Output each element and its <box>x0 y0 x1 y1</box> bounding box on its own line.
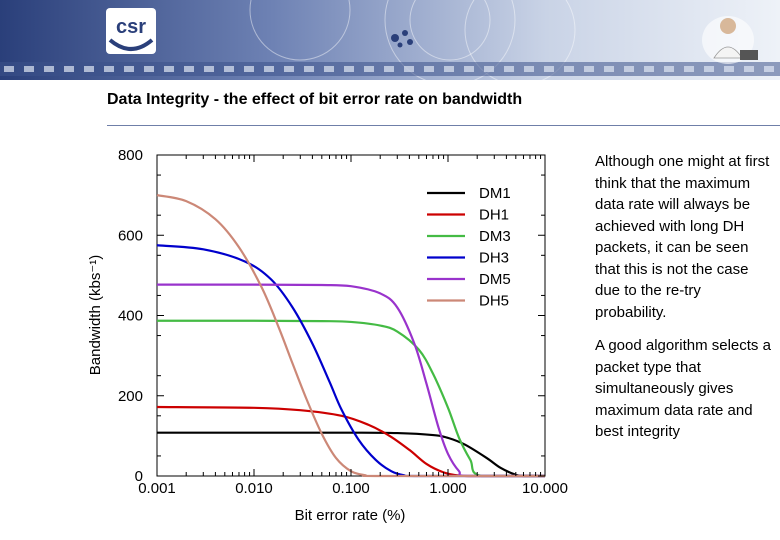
tick-layer: 0.001 0.010 0.100 1.000 10.000 0 200 400 600 800 <box>118 147 568 497</box>
y-tick-label: 200 <box>118 388 143 405</box>
person-with-laptop-icon <box>702 16 758 64</box>
legend: DM1 DH1 DM3 DH3 DM5 DH5 <box>427 185 511 310</box>
logo-text: csr <box>116 16 146 38</box>
x-tick-label: 0.100 <box>332 480 370 497</box>
x-tick-label: 1.000 <box>429 480 467 497</box>
slide-title: Data Integrity - the effect of bit error… <box>107 91 523 108</box>
y-tick-label: 800 <box>118 147 143 164</box>
title-divider <box>107 125 780 126</box>
legend-label-dh3: DH3 <box>479 250 509 267</box>
legend-label-dm1: DM1 <box>479 185 511 202</box>
y-axis-label: Bandwidth (kbs⁻¹) <box>87 255 104 375</box>
header-banner: csr <box>0 0 780 80</box>
network-icon <box>391 30 413 48</box>
series-line-dm3 <box>156 319 545 478</box>
circuit-strip <box>0 62 780 76</box>
plot-frame <box>156 154 546 477</box>
note-paragraph-2: A good algorithm selects a packet type t… <box>595 337 771 440</box>
plot-area <box>156 154 546 477</box>
legend-label-dh1: DH1 <box>479 207 509 224</box>
notes-panel: Although one might at first think that t… <box>595 151 775 455</box>
bandwidth-chart: 0.001 0.010 0.100 1.000 10.0000200400600800 … <box>87 147 568 524</box>
x-tick-label: 10.000 <box>522 480 568 497</box>
legend-label-dm5: DM5 <box>479 271 511 288</box>
legend-label-dh5: DH5 <box>479 293 509 310</box>
y-tick-label: 600 <box>118 227 143 244</box>
csr-logo: csr <box>106 8 156 54</box>
legend-label-dm3: DM3 <box>479 228 511 245</box>
y-tick-label: 400 <box>118 308 143 325</box>
series-line-dm5 <box>156 283 545 478</box>
x-tick-label: 0.001 <box>138 480 176 497</box>
y-tick-label: 0 <box>135 468 143 485</box>
note-paragraph-1: Although one might at first think that t… <box>595 153 770 321</box>
series-layer <box>156 194 545 478</box>
series-line-dh5 <box>156 194 545 478</box>
x-axis-label: Bit error rate (%) <box>295 507 406 524</box>
x-tick-label: 0.010 <box>235 480 273 497</box>
